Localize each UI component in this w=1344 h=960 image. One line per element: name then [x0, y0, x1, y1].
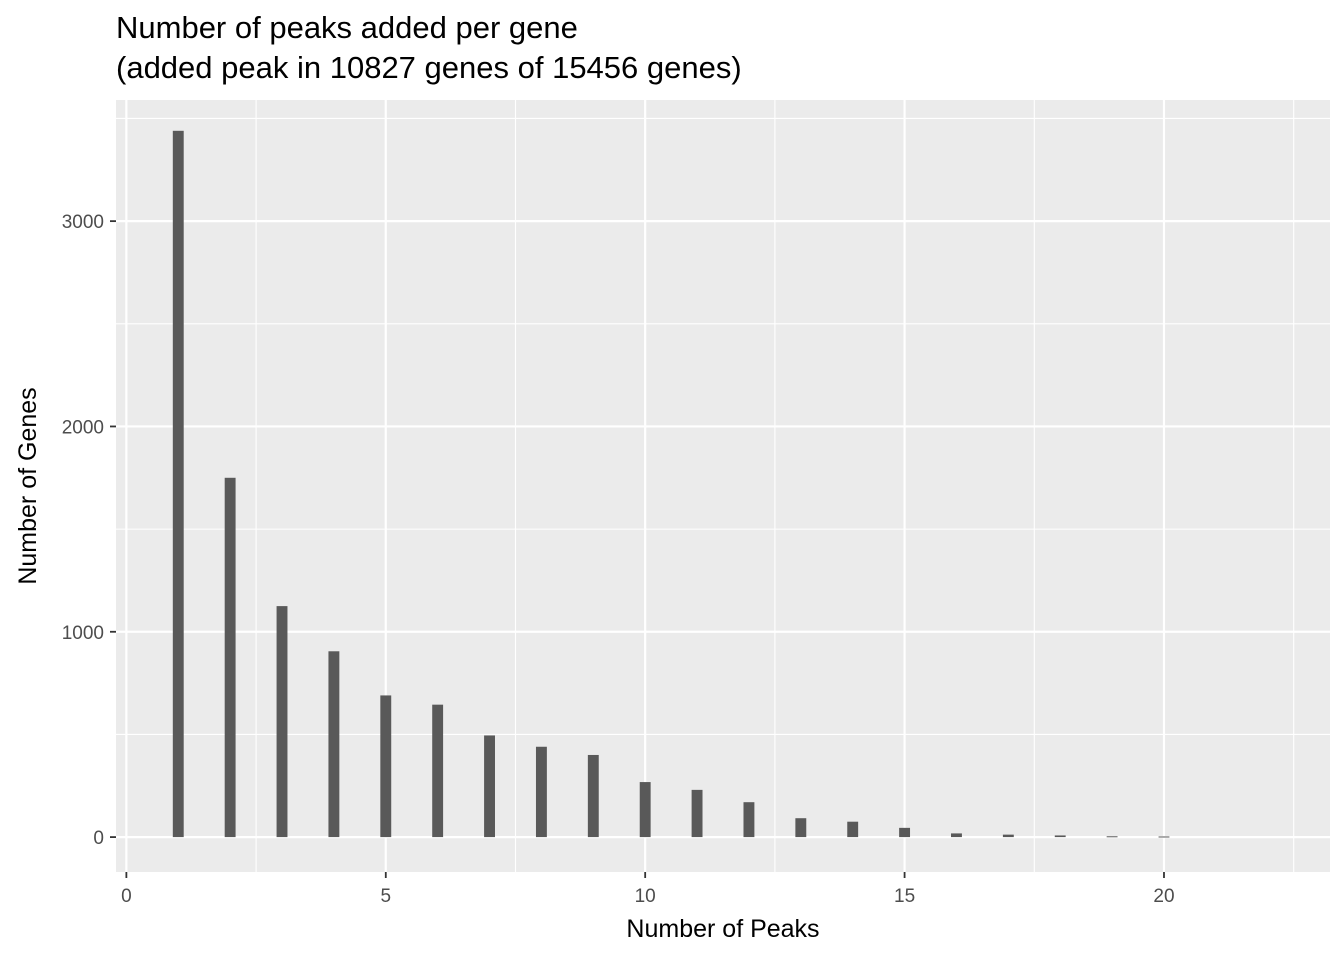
bar-14 [847, 821, 859, 838]
x-tick-label: 20 [1153, 886, 1174, 907]
y-axis-title: Number of Genes [14, 387, 42, 584]
y-tick-label: 3000 [62, 212, 104, 233]
bar-7 [484, 735, 495, 838]
bar-13 [795, 818, 807, 838]
y-tick-label: 2000 [62, 417, 104, 438]
x-tick-label: 15 [894, 886, 915, 907]
plot-panel-background [116, 100, 1330, 872]
x-axis-title: Number of Peaks [626, 915, 819, 943]
bar-1 [172, 130, 184, 838]
bar-17 [1002, 834, 1014, 838]
x-tick-label: 10 [635, 886, 656, 907]
y-tick-label: 1000 [62, 623, 104, 644]
bar-10 [639, 782, 651, 838]
bar-9 [587, 754, 599, 838]
bar-8 [535, 746, 547, 838]
x-tick-label: 0 [121, 886, 132, 907]
bar-15 [899, 827, 911, 838]
bar-11 [691, 789, 703, 838]
bar-4 [328, 651, 340, 838]
minor-gridlines [116, 100, 1330, 872]
bar-5 [380, 695, 392, 838]
bar-18 [1054, 835, 1066, 838]
y-tick-label: 0 [93, 828, 104, 849]
bar-16 [951, 833, 962, 838]
y-axis: 0 1000 2000 3000 [62, 212, 116, 849]
chart-title-line-2: (added peak in 10827 genes of 15456 gene… [116, 50, 742, 85]
bar-6 [432, 704, 444, 838]
bar-2 [224, 477, 236, 838]
bar-20 [1158, 836, 1170, 838]
bar-series [172, 130, 1170, 838]
x-tick-label: 5 [380, 886, 391, 907]
chart-title-line-1: Number of peaks added per gene [116, 10, 578, 45]
major-gridlines [116, 100, 1330, 872]
bar-12 [743, 802, 755, 838]
x-axis: 0 5 10 15 20 [121, 872, 1175, 907]
bar-3 [276, 606, 288, 838]
bar-19 [1106, 836, 1118, 838]
